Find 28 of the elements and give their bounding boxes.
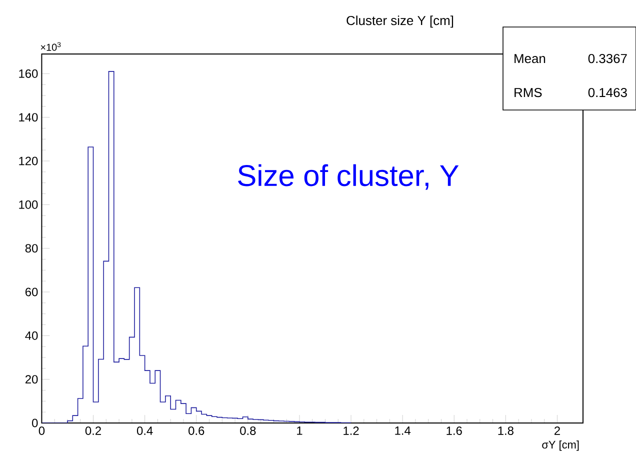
y-tick-label: 60	[26, 288, 38, 296]
x-tick-label: 0	[38, 426, 45, 435]
x-tick-label: 1.6	[446, 426, 462, 435]
y-tick-label: 80	[25, 244, 38, 253]
x-tick-label: 1.8	[498, 426, 514, 435]
y-tick-label: 0	[32, 418, 38, 428]
x-tick-label: 2	[554, 426, 560, 435]
text: 0.1463	[588, 88, 627, 98]
x-tick-label: 0.2	[85, 426, 101, 435]
y-tick-label: 160	[19, 69, 38, 78]
y-tick-label: 140	[19, 113, 38, 122]
annotation: Mean	[514, 54, 546, 64]
text: 0.3367	[588, 54, 627, 64]
x-tick-label: 1.2	[344, 426, 359, 435]
x-tick-label: 1	[297, 426, 302, 435]
x-tick-label: 0.6	[188, 426, 204, 435]
x-axis-title: σY [cm]	[542, 440, 579, 451]
y-tick-label: 40	[25, 331, 38, 340]
x-tick-label: 0.4	[136, 426, 153, 435]
annotation: RMS	[514, 88, 542, 98]
y-tick-label: 100	[19, 200, 38, 209]
text: ×10$^{3}$	[40, 42, 61, 51]
annotation: Size of cluster, Y	[238, 164, 459, 190]
y-tick-label: 120	[19, 156, 38, 166]
x-tick-label: 0.8	[240, 426, 256, 435]
x-tick-label: 1.4	[395, 426, 411, 435]
chart-title: Cluster size Y [cm]	[346, 16, 454, 28]
y-tick-label: 20	[25, 375, 38, 384]
